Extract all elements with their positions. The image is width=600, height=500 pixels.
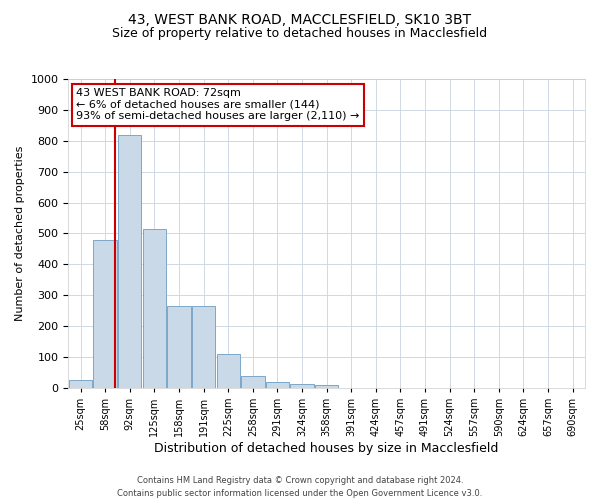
Bar [241,376,265,388]
Text: 43, WEST BANK ROAD, MACCLESFIELD, SK10 3BT: 43, WEST BANK ROAD, MACCLESFIELD, SK10 3… [128,12,472,26]
Bar [94,240,117,388]
Text: Contains HM Land Registry data © Crown copyright and database right 2024.
Contai: Contains HM Land Registry data © Crown c… [118,476,482,498]
Bar [143,229,166,388]
Bar [217,354,240,388]
Bar [192,306,215,388]
Bar [118,134,142,388]
Bar [315,386,338,388]
X-axis label: Distribution of detached houses by size in Macclesfield: Distribution of detached houses by size … [154,442,499,455]
Y-axis label: Number of detached properties: Number of detached properties [15,146,25,321]
Text: 43 WEST BANK ROAD: 72sqm
← 6% of detached houses are smaller (144)
93% of semi-d: 43 WEST BANK ROAD: 72sqm ← 6% of detache… [76,88,359,122]
Bar [290,384,314,388]
Bar [167,306,191,388]
Bar [266,382,289,388]
Text: Size of property relative to detached houses in Macclesfield: Size of property relative to detached ho… [112,28,488,40]
Bar [69,380,92,388]
